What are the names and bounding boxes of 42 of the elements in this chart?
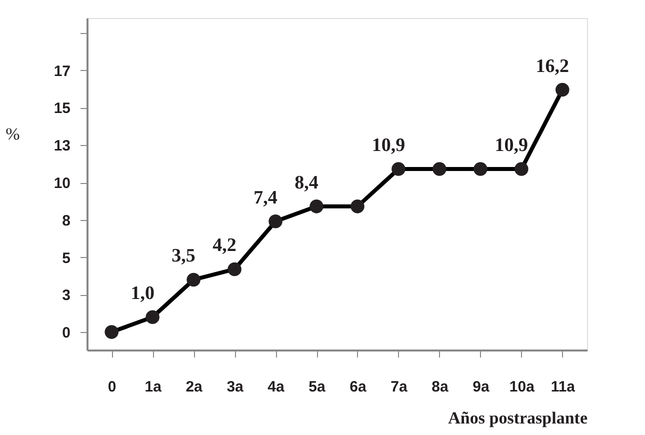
x-tick-label: 6a xyxy=(350,378,367,396)
x-tick-label: 1a xyxy=(144,378,162,396)
data-label: 4,2 xyxy=(212,235,236,256)
data-label: 16,2 xyxy=(536,56,570,77)
x-tick-label: 2a xyxy=(186,378,204,396)
data-label: 1,0 xyxy=(130,283,154,304)
x-tick-label: 5a xyxy=(308,378,326,396)
x-tick-label: 3a xyxy=(226,378,244,396)
data-label: 10,9 xyxy=(494,135,528,156)
data-label: 10,9 xyxy=(372,135,406,156)
data-label: 8,4 xyxy=(294,172,319,194)
y-tick-label: 5 xyxy=(62,250,70,267)
x-tick-label: 10a xyxy=(509,378,536,396)
point xyxy=(228,262,242,276)
point xyxy=(514,162,528,176)
y-tick-label: 10 xyxy=(54,175,70,192)
point xyxy=(350,200,364,214)
point xyxy=(186,272,200,287)
point xyxy=(146,310,160,324)
point xyxy=(104,325,118,339)
x-tick-label: 0 xyxy=(108,378,116,396)
point xyxy=(474,162,488,176)
x-tick-label: 9a xyxy=(472,378,490,396)
x-tick-label: 7a xyxy=(390,378,408,396)
point xyxy=(310,200,324,214)
data-label: 7,4 xyxy=(254,187,278,208)
point xyxy=(432,162,446,176)
data-label: 3,5 xyxy=(172,246,196,267)
x-tick-label: 8a xyxy=(432,378,449,396)
point xyxy=(556,82,570,97)
x-axis-title: Años postrasplante xyxy=(448,408,588,428)
y-tick-label: 3 xyxy=(62,287,70,304)
y-axis-title: % xyxy=(6,124,20,144)
point xyxy=(268,214,282,228)
x-tick-label: 4a xyxy=(268,378,286,396)
y-tick-label: 15 xyxy=(54,100,70,118)
point xyxy=(392,162,406,176)
y-tick-label: 17 xyxy=(54,62,70,80)
y-tick-label: 8 xyxy=(62,212,70,230)
y-tick-label: 13 xyxy=(54,138,70,155)
y-tick-label: 0 xyxy=(62,324,70,342)
x-tick-label: 11a xyxy=(550,378,576,396)
